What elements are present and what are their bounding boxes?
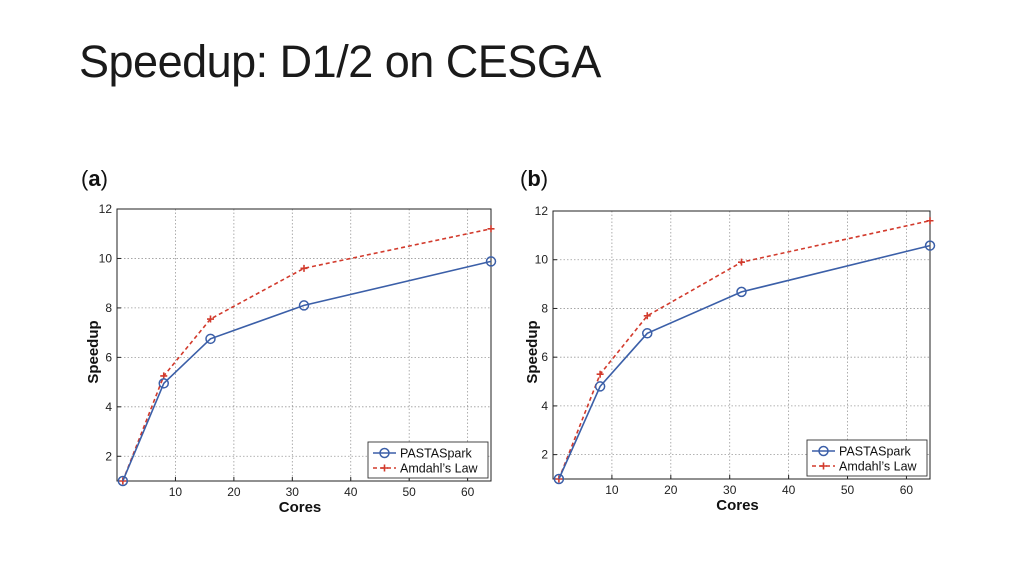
chart-panel-b: (b) 10 20 30 40 50 60 2 4 6 8 10 12 Cores Speedup PASTA… (520, 166, 936, 514)
y-tick-label: 4 (105, 400, 112, 414)
pastaspark-series-line (558, 244, 931, 480)
legend-marker (381, 464, 388, 472)
pastaspark-point (158, 378, 169, 389)
x-tick-label: 40 (344, 485, 358, 499)
panel-label: (b) (520, 166, 548, 191)
x-tick-label: 50 (841, 483, 855, 497)
legend-entry: PASTASpark (400, 447, 473, 461)
legend-box (367, 441, 489, 479)
y-tick-label: 10 (535, 253, 549, 267)
x-tick-label: 30 (723, 483, 737, 497)
x-axis-title: Cores (279, 499, 322, 516)
y-tick-label: 12 (535, 204, 549, 218)
y-tick-label: 2 (105, 449, 112, 463)
pastaspark-point (298, 300, 310, 311)
pastaspark-point (117, 475, 129, 487)
y-tick-label: 6 (541, 350, 548, 364)
x-tick-label: 50 (403, 485, 417, 499)
amdahl-point (738, 258, 745, 266)
amdahl-point (555, 475, 563, 483)
x-tick-label: 20 (664, 483, 678, 497)
pastaspark-series-line (122, 260, 492, 482)
y-tick-label: 2 (541, 448, 548, 462)
y-axis-title: Speedup (524, 320, 541, 383)
amdahl-point (300, 264, 308, 272)
x-tick-label: 30 (286, 485, 300, 499)
x-axis-title: Cores (716, 497, 759, 514)
plot-frame (116, 208, 492, 482)
pastaspark-point (736, 286, 747, 298)
x-tick-label: 10 (169, 485, 183, 499)
legend-entry: Amdahl’s Law (400, 462, 479, 476)
panel-label: (a) (81, 166, 108, 191)
y-tick-label: 6 (105, 350, 112, 364)
y-tick-label: 8 (105, 301, 112, 315)
legend-box (806, 439, 928, 477)
legend-marker (820, 462, 827, 470)
x-tick-label: 10 (605, 483, 619, 497)
pastaspark-point (485, 256, 497, 267)
y-tick-label: 4 (541, 399, 548, 413)
y-axis-title: Speedup (85, 320, 102, 383)
x-tick-label: 60 (461, 485, 475, 499)
legend-marker (818, 445, 829, 457)
amdahl-point (926, 217, 934, 225)
amdahl-series-line (558, 219, 931, 480)
legend-marker (379, 447, 390, 459)
x-tick-label: 20 (227, 485, 241, 499)
pastaspark-point (205, 333, 216, 345)
amdahl-point (487, 225, 495, 233)
pastaspark-point (594, 381, 606, 392)
x-tick-label: 40 (782, 483, 796, 497)
legend-entry: PASTASpark (839, 445, 912, 459)
chart-panel-a: (a) 10 20 30 40 50 60 2 4 6 8 10 12 Cores Speedup PASTA… (81, 166, 497, 516)
amdahl-point (643, 312, 651, 320)
pastaspark-point (553, 473, 565, 485)
x-tick-label: 60 (900, 483, 914, 497)
slide-title: Speedup: D1/2 on CESGA (79, 36, 601, 87)
y-tick-label: 8 (541, 301, 548, 315)
plot-frame (552, 210, 931, 480)
y-tick-label: 12 (99, 202, 113, 216)
pastaspark-point (642, 328, 653, 339)
amdahl-point (207, 315, 214, 323)
amdahl-point (596, 370, 604, 378)
pastaspark-point (924, 240, 936, 251)
y-tick-label: 10 (99, 251, 113, 265)
legend-entry: Amdahl’s Law (839, 460, 918, 474)
